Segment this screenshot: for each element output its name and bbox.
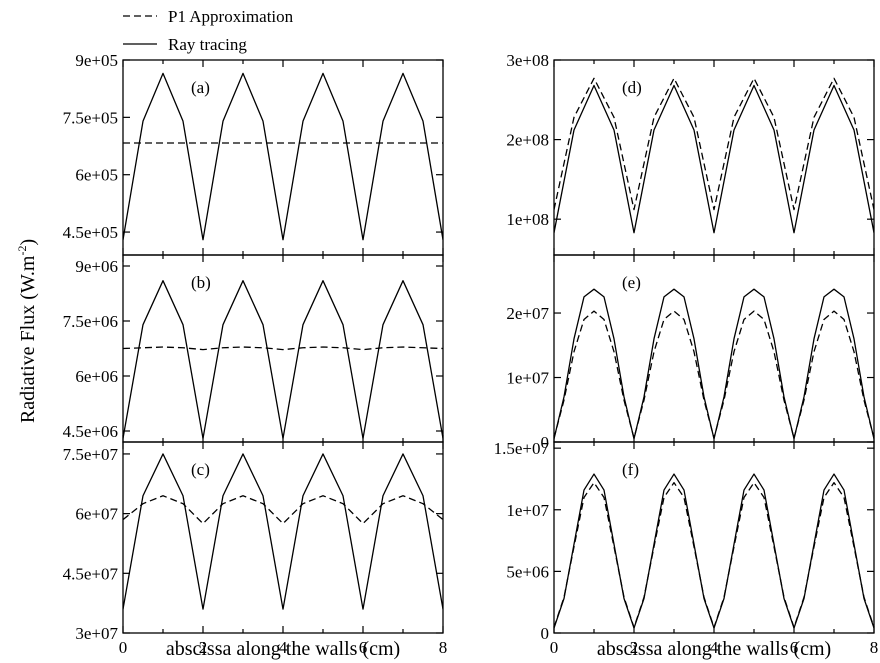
series-line-ray (554, 84, 874, 234)
plot-frame (122, 254, 444, 443)
panel-label-f: (f) (622, 460, 639, 479)
x-tick-label: 2 (199, 638, 208, 657)
x-tick-label: 8 (870, 638, 879, 657)
y-tick-label: 6e+05 (75, 166, 118, 185)
y-tick-label: 2e+07 (506, 304, 549, 323)
plot-frame (553, 59, 875, 256)
y-axis-title-main: Radiative Flux (W.m (17, 255, 39, 423)
y-tick-label: 9e+05 (75, 51, 118, 70)
x-tick-label: 0 (119, 638, 128, 657)
plot-frame (122, 59, 444, 256)
y-tick-label: 2e+08 (506, 131, 549, 150)
y-tick-label: 1.5e+07 (494, 439, 550, 458)
y-tick-label: 4.5e+06 (63, 422, 118, 441)
panel-c: 3e+07 4.5e+07 6e+07 7.5e+07 0 2 4 6 8 (c) (63, 441, 448, 657)
series-line-ray (123, 453, 443, 610)
legend: P1 Approximation Ray tracing (123, 7, 294, 54)
x-tick-label: 4 (279, 638, 288, 657)
series-line-p1 (554, 482, 874, 629)
y-tick-label: 9e+06 (75, 257, 118, 276)
panel-b: 4.5e+06 6e+06 7.5e+06 9e+06 (b) (63, 254, 444, 443)
y-tick-label: 4.5e+07 (63, 564, 119, 583)
panel-label-d: (d) (622, 78, 642, 97)
x-axis-title-left: abscissa along the walls (cm) (166, 638, 400, 660)
panels: 4.5e+05 6e+05 7.5e+05 9e+05 (a) 4.5e+06 6e+06 7… (63, 51, 879, 657)
plot-frame (553, 254, 875, 443)
y-tick-label: 3e+07 (75, 624, 118, 643)
y-tick-label: 1e+07 (506, 501, 549, 520)
panel-label-a: (a) (191, 78, 210, 97)
series-line-ray (554, 288, 874, 440)
x-tick-label: 6 (359, 638, 368, 657)
series-line-p1 (123, 346, 443, 351)
series-line-p1 (123, 495, 443, 525)
y-axis-title-tail: ) (17, 239, 39, 246)
y-tick-label: 4.5e+05 (63, 223, 118, 242)
panel-d: 1e+08 2e+08 3e+08 (d) (506, 51, 875, 256)
plot-frame (553, 441, 875, 634)
series-line-p1 (554, 310, 874, 439)
legend-label-ray: Ray tracing (168, 35, 247, 54)
panel-a: 4.5e+05 6e+05 7.5e+05 9e+05 (a) (63, 51, 444, 256)
x-axis-title-right: abscissa along the walls (cm) (597, 638, 831, 660)
y-axis-title: Radiative Flux (W.m-2) (15, 239, 39, 423)
x-tick-label: 8 (439, 638, 448, 657)
series-line-ray (123, 72, 443, 241)
y-tick-label: 6e+06 (75, 367, 118, 386)
legend-label-p1: P1 Approximation (168, 7, 294, 26)
x-tick-label: 2 (630, 638, 639, 657)
y-tick-label: 3e+08 (506, 51, 549, 70)
series-line-ray (123, 280, 443, 439)
panel-label-e: (e) (622, 273, 641, 292)
series-line-p1 (554, 77, 874, 211)
y-tick-label: 1e+07 (506, 369, 549, 388)
series-group (123, 72, 443, 241)
series-group (123, 453, 443, 610)
y-tick-label: 5e+06 (506, 562, 549, 581)
series-group (123, 280, 443, 439)
panel-label-b: (b) (191, 273, 211, 292)
y-tick-label: 7.5e+05 (63, 108, 118, 127)
y-tick-label: 1e+08 (506, 210, 549, 229)
panel-f: 0 5e+06 1e+07 1.5e+07 0 2 4 6 8 (f) (494, 439, 879, 657)
x-tick-label: 0 (550, 638, 559, 657)
panel-e: 0 1e+07 2e+07 (e) (506, 254, 875, 452)
series-group (554, 77, 874, 234)
panel-label-c: (c) (191, 460, 210, 479)
y-tick-label: 0 (541, 624, 550, 643)
y-tick-label: 0 (541, 433, 550, 452)
x-tick-label: 4 (710, 638, 719, 657)
x-tick-label: 6 (790, 638, 799, 657)
series-group (554, 288, 874, 440)
y-axis-title-sup: -2 (15, 246, 29, 256)
y-tick-label: 7.5e+06 (63, 312, 118, 331)
series-line-ray (554, 473, 874, 629)
series-group (554, 473, 874, 629)
y-tick-label: 6e+07 (75, 505, 118, 524)
y-tick-label: 7.5e+07 (63, 445, 119, 464)
